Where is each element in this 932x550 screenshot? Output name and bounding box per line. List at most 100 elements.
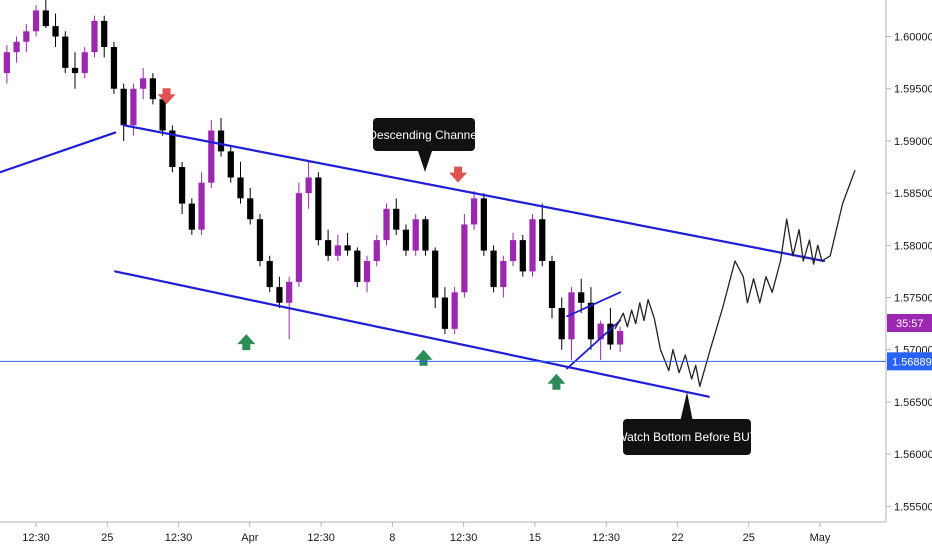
candle-body xyxy=(490,250,497,288)
candle-body xyxy=(617,330,624,345)
candle-body xyxy=(13,41,20,53)
candle-body xyxy=(266,261,273,288)
projected-path xyxy=(614,169,856,387)
candle-body xyxy=(91,20,98,53)
buy-callout-box xyxy=(623,419,751,455)
candle-body xyxy=(256,219,264,261)
descending-channel-callout[interactable]: Descending Channel xyxy=(368,118,480,172)
time-tick-label: 12:30 xyxy=(165,532,193,544)
time-tick-label: 22 xyxy=(671,532,683,544)
price-tick-label: 1.57500 xyxy=(894,293,932,305)
buy-callout-pointer xyxy=(680,392,693,422)
candle-body xyxy=(334,245,341,256)
price-tick-label: 1.56000 xyxy=(894,449,932,461)
channel-lower-line xyxy=(114,270,710,398)
price-tick-label: 1.59500 xyxy=(894,84,932,96)
candle-body xyxy=(383,208,390,241)
candle-body xyxy=(548,261,556,308)
candles-layer xyxy=(3,0,624,361)
candle-body xyxy=(159,99,166,131)
candle-body xyxy=(140,78,147,89)
candle-body xyxy=(42,10,49,27)
price-axis[interactable]: 1.60000 1.59500 1.59000 1.58500 1.58000 1.575… xyxy=(886,32,932,514)
candle-body xyxy=(461,224,468,293)
candle-body xyxy=(227,151,234,178)
triangle-upper-line xyxy=(566,291,622,318)
price-tick-label: 1.58500 xyxy=(894,188,932,200)
candle-body xyxy=(451,292,458,329)
time-axis[interactable]: 12:30 25 12:30 Apr 12:30 8 12:30 15 12:30 22 25 May xyxy=(22,522,831,544)
candle-body xyxy=(247,198,254,220)
candle-body xyxy=(23,31,30,42)
candle-body xyxy=(130,88,137,126)
arrow-up-icon xyxy=(237,334,256,351)
candle-body xyxy=(432,250,439,298)
candle-body xyxy=(578,292,585,303)
candle-body xyxy=(597,323,604,340)
candle-body xyxy=(315,177,322,241)
time-tick-label: 25 xyxy=(101,532,113,544)
buy-label: Watch Bottom Before BUY xyxy=(616,430,758,444)
candle-body xyxy=(110,46,118,89)
candle-body xyxy=(295,193,303,282)
countdown-badge-bg xyxy=(887,314,932,332)
early-trendline xyxy=(0,131,117,174)
candle-body xyxy=(198,182,205,230)
candle-body xyxy=(441,297,449,329)
candle-body xyxy=(188,203,195,230)
candle-body xyxy=(52,26,59,37)
candle-body xyxy=(539,219,546,261)
time-tick-label: 12:30 xyxy=(22,532,50,544)
arrow-down-icon xyxy=(449,166,468,183)
candle-body xyxy=(101,20,108,47)
candle-body xyxy=(568,292,575,340)
candle-body xyxy=(32,10,40,32)
price-tick-label: 1.58000 xyxy=(894,240,932,252)
candle-body xyxy=(178,167,186,204)
candle-body xyxy=(529,219,536,272)
time-tick-label: 12:30 xyxy=(450,532,478,544)
candle-body xyxy=(237,177,244,199)
candle-body xyxy=(393,208,400,230)
candle-body xyxy=(500,261,507,288)
candle-body xyxy=(149,78,156,100)
candle-body xyxy=(305,177,312,194)
last-price-badge-bg xyxy=(887,352,932,371)
candle-body xyxy=(607,323,614,345)
candle-body xyxy=(344,245,351,251)
callout-box xyxy=(373,118,475,151)
time-tick-label: 25 xyxy=(743,532,755,544)
last-price-badge: 1.56889 xyxy=(0,352,932,371)
candle-body xyxy=(3,52,10,74)
last-price-label: 1.56889 xyxy=(892,356,932,368)
price-tick-label: 1.59000 xyxy=(894,136,932,148)
channel-upper-line xyxy=(122,124,826,263)
buy-callout[interactable]: Watch Bottom Before BUY xyxy=(616,392,758,455)
candle-body xyxy=(373,240,380,261)
candle-body xyxy=(120,88,127,126)
candle-body xyxy=(519,240,526,272)
candle-body xyxy=(480,198,487,251)
candle-body xyxy=(217,130,225,152)
candle-body xyxy=(402,229,410,251)
arrow-up-icon xyxy=(547,373,566,390)
time-tick-label: Apr xyxy=(241,532,258,544)
time-tick-label: May xyxy=(810,532,831,544)
candle-body xyxy=(286,281,293,303)
candle-body xyxy=(587,302,595,340)
callout-pointer xyxy=(418,151,432,172)
time-tick-label: 12:30 xyxy=(307,532,335,544)
channel-label: Descending Channel xyxy=(368,128,479,142)
arrow-up-icon xyxy=(414,349,433,366)
candle-body xyxy=(363,261,371,282)
candle-body xyxy=(471,198,478,225)
candle-body xyxy=(558,307,565,340)
triangle-lower-line xyxy=(566,319,622,370)
price-tick-label: 1.55500 xyxy=(894,501,932,513)
candle-body xyxy=(62,36,69,68)
countdown-label: 35:57 xyxy=(896,318,924,330)
candle-body xyxy=(208,130,215,183)
arrow-down-icon xyxy=(157,88,176,105)
countdown-badge: 35:57 xyxy=(887,314,932,332)
